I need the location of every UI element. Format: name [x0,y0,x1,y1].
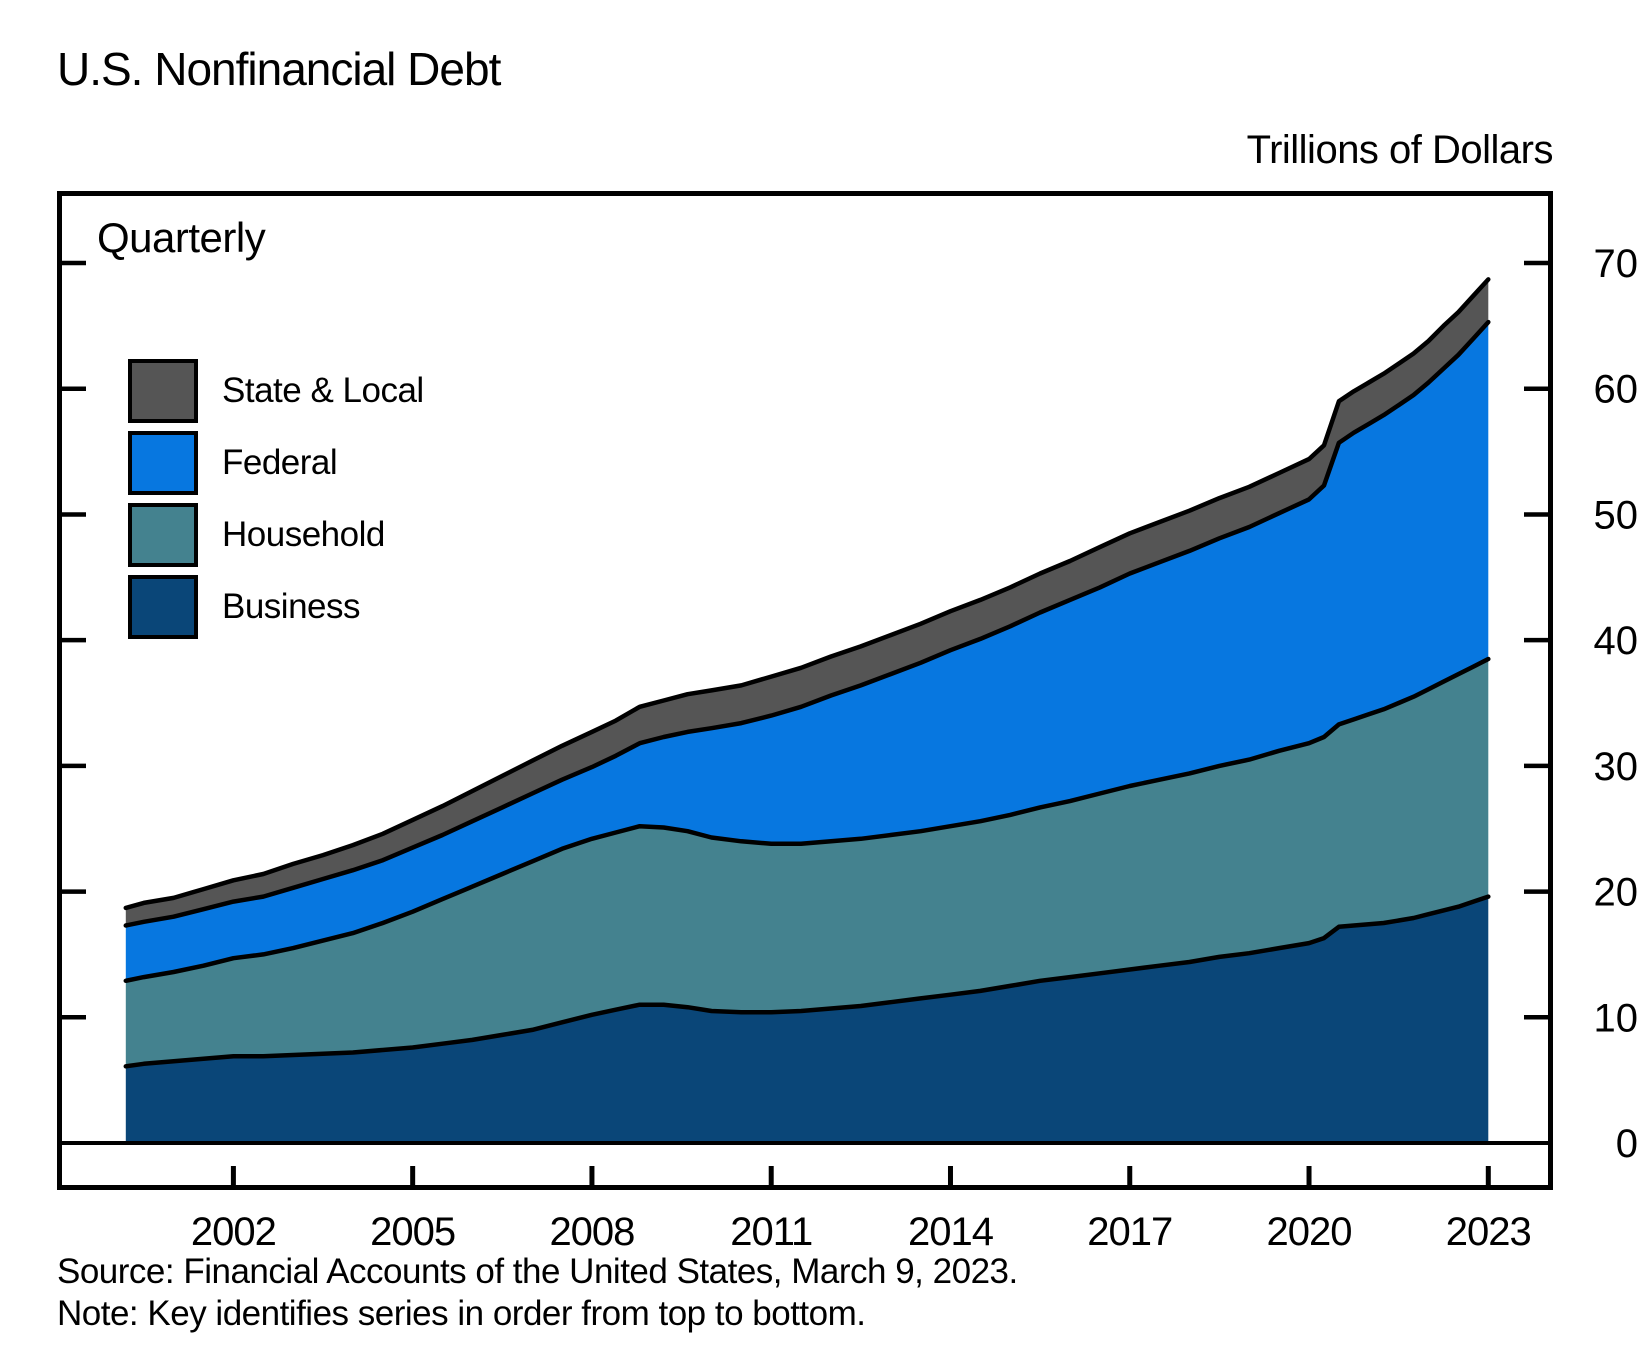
legend-item-household: Household [128,503,424,567]
x-tick-label: 2023 [1446,1210,1531,1254]
legend-label: Business [222,587,361,626]
x-tick-label: 2020 [1267,1210,1352,1254]
band-outline [123,894,1491,1069]
plot-frame [57,191,1553,1190]
band-outline [123,277,1491,911]
business-swatch [128,575,198,639]
legend-label: State & Local [222,371,424,410]
federal-swatch [128,431,198,495]
band-outline [123,319,1491,928]
y-tick-label: 70 [1594,242,1639,286]
y-tick-label: 0 [1616,1122,1638,1166]
x-tick-label: 2005 [370,1210,455,1254]
y-axis-unit-label: Trillions of Dollars [1246,128,1554,172]
legend: State & Local Federal Household Business [128,359,424,647]
legend-label: Federal [222,443,338,482]
area-band-federal [125,322,1489,981]
state-local-swatch [128,359,198,423]
x-tick-label: 2002 [191,1210,276,1254]
household-swatch [128,503,198,567]
legend-item-federal: Federal [128,431,424,495]
area-band-business [125,896,1489,1143]
y-tick-label: 20 [1594,871,1639,915]
x-tick-label: 2011 [730,1210,812,1254]
legend-item-state-local: State & Local [128,359,424,423]
y-tick-label: 40 [1594,619,1639,663]
x-tick-label: 2008 [549,1210,634,1254]
y-tick-label: 10 [1594,996,1639,1040]
key-note: Note: Key identifies series in order fro… [57,1294,866,1333]
y-tick-label: 60 [1594,368,1639,412]
y-tick-label: 50 [1594,493,1639,537]
band-outline [123,656,1491,984]
x-tick-label: 2014 [908,1210,994,1254]
source-note: Source: Financial Accounts of the United… [57,1252,1018,1291]
legend-item-business: Business [128,575,424,639]
chart-title: U.S. Nonfinancial Debt [57,43,501,95]
frequency-label: Quarterly [97,214,266,261]
y-tick-label: 30 [1594,745,1639,789]
legend-label: Household [222,515,385,554]
x-tick-label: 2017 [1087,1210,1172,1254]
area-band-household [125,659,1489,1067]
